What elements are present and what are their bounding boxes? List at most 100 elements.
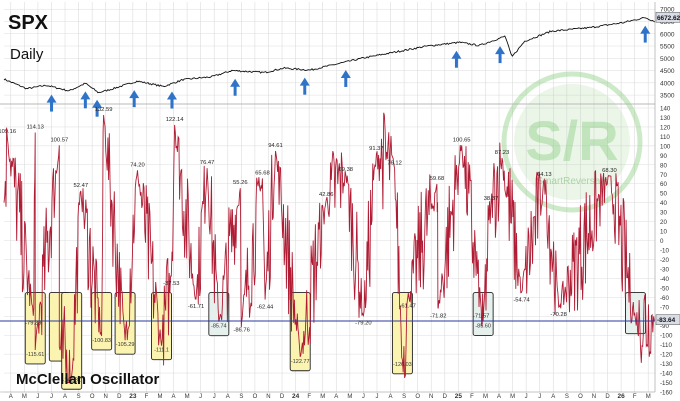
arrow-head [230,78,241,87]
trough-value-label: -115.61 [26,352,44,358]
x-tick-label: A [497,394,501,400]
series-mcclellan-oscillator [3,112,656,383]
trough-value-label: -70.28 [550,312,566,318]
watermark-ring [501,71,643,213]
oscillator-tick-label: -130 [660,361,673,368]
x-tick-label: A [63,394,67,400]
x-tick-label: A [9,394,13,400]
oscillator-tick-label: 100 [660,143,671,150]
up-arrow-icon [80,91,91,109]
oscillator-tick-label: 120 [660,124,671,131]
up-arrow-icon [451,50,462,68]
x-tick-label: J [213,394,216,400]
series-spx-price [3,17,656,94]
oscillator-tick-label: -70 [660,304,670,311]
spx-current-value: 6672.62 [657,15,680,22]
x-tick-label: 26 [617,393,625,400]
peak-value-label: 59.68 [430,176,445,182]
x-tick-label: A [389,394,393,400]
oscillator-tick-label: 50 [660,191,667,198]
trough-value-label: -126.03 [393,362,412,368]
x-tick-label: J [375,394,378,400]
price-tick-label: 7000 [660,7,675,14]
oscillator-tick-label: -40 [660,276,670,283]
up-arrow-icon [640,25,651,43]
x-tick-label: A [226,394,230,400]
x-tick-label: N [592,394,596,400]
oscillator-tick-label: 20 [660,219,667,226]
arrow-head [495,46,506,55]
trough-value-label: -86.76 [233,328,249,334]
trough-value-label: -54.74 [513,297,530,303]
peak-value-label: 114.13 [27,124,44,130]
x-tick-label: M [320,394,325,400]
up-arrow-icon [299,77,310,95]
up-arrow-icon [495,46,506,64]
arrow-head [129,90,140,99]
peak-value-label: 132.59 [95,107,113,113]
x-tick-label: J [199,394,202,400]
up-arrow-icon [166,91,177,109]
arrow-head [451,50,462,59]
peak-value-label: 69.38 [339,167,354,173]
watermark: S/R SmartReversals [501,71,643,213]
trough-value-label: -71.82 [430,314,446,320]
oscillator-tick-label: -60 [660,295,670,302]
x-tick-label: O [90,394,95,400]
arrow-head [92,99,103,108]
x-tick-label: M [157,394,162,400]
oscillator-tick-label: -110 [660,342,672,349]
arrow-markers [46,25,651,117]
x-tick-label: J [36,394,39,400]
x-tick-label: A [172,394,176,400]
trough-value-label: -61.71 [188,304,204,310]
oscillator-current-value: -83.64 [657,317,676,324]
price-tick-label: 6000 [660,31,675,38]
chart-subtitle-period: Daily [10,46,44,63]
x-tick-label: N [429,394,433,400]
x-tick-label: F [145,394,149,400]
oscillator-tick-label: -50 [660,285,670,292]
oscillator-tick-label: 140 [660,106,671,113]
oscillator-tick-label: -120 [660,352,673,359]
oscillator-line [3,112,656,383]
peak-value-label: 74.20 [130,162,145,168]
x-tick-label: M [22,394,27,400]
peak-value-label: 87.23 [495,150,510,156]
x-tick-label: 23 [129,393,137,400]
x-axis: A M J J A S O N D 23 F M A M J J A S O N D 24 F M A M J J A S O N D 25 F M A… [0,391,655,400]
trough-value-label: -79.39 [25,321,41,327]
chart-title-symbol: SPX [8,12,49,34]
peak-value-label: 65.68 [255,170,270,176]
trough-value-label: -62.44 [257,305,274,311]
x-tick-label: S [77,394,81,400]
x-tick-label: F [307,394,311,400]
oscillator-tick-label: -20 [660,257,670,264]
x-tick-label: A [551,394,555,400]
price-tick-label: 4000 [660,80,675,87]
oscillator-tick-label: 110 [660,134,670,141]
spx-current-value-tag [655,12,680,23]
trough-value-label: -85.60 [475,324,491,330]
x-tick-label: N [266,394,270,400]
trough-value-label: -85.74 [211,324,227,330]
oscillator-tick-label: -140 [660,371,673,378]
watermark-monogram: S/R [525,109,618,172]
price-tick-label: 5000 [660,56,675,63]
x-tick-label: D [605,394,610,400]
oscillator-panel-title: McClellan Oscillator [16,371,160,388]
oscillator-tick-label: 130 [660,115,671,122]
x-tick-label: A [334,394,338,400]
x-tick-label: 24 [292,393,300,400]
value-labels: -115.61 -142.31 -100.83 -105.29 -111.1 -85.74… [0,107,617,383]
trough-value-label: -79.20 [355,321,371,327]
peak-value-label: 76.47 [200,160,215,166]
x-tick-label: J [525,394,528,400]
x-tick-label: J [362,394,365,400]
price-tick-label: 5500 [660,44,675,51]
oscillator-tick-label: 60 [660,181,667,188]
oscillator-tick-label: 40 [660,200,667,207]
oscillator-tick-label: 70 [660,172,667,179]
x-tick-label: O [415,394,420,400]
